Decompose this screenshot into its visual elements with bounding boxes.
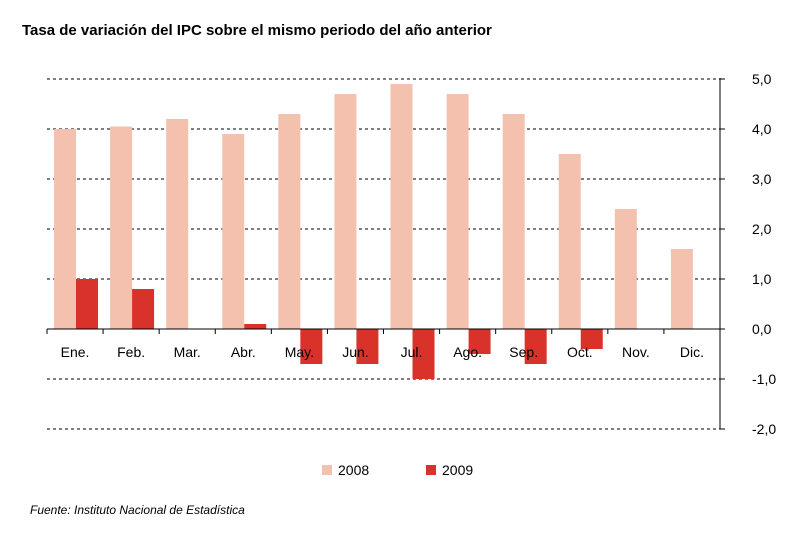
bar-2009 xyxy=(132,289,155,329)
bar-2008 xyxy=(222,134,245,329)
y-tick-label: 5,0 xyxy=(752,71,772,87)
y-tick-label: 4,0 xyxy=(752,121,772,137)
bar-2008 xyxy=(278,114,301,329)
bar-2009 xyxy=(468,329,491,354)
x-tick-label: Sep. xyxy=(509,344,538,360)
legend-item-2008: 2008 xyxy=(322,462,369,478)
y-tick-label: 3,0 xyxy=(752,171,772,187)
x-tick-label: Dic. xyxy=(680,344,704,360)
bar-2008 xyxy=(502,114,525,329)
x-tick-label: Feb. xyxy=(117,344,145,360)
bar-2009 xyxy=(356,329,379,364)
x-tick-label: Oct. xyxy=(567,344,593,360)
bar-2008 xyxy=(54,129,76,329)
y-tick-label: 0,0 xyxy=(752,321,772,337)
bar-2008 xyxy=(614,209,637,329)
legend-item-2009: 2009 xyxy=(426,462,473,478)
x-tick-label: Nov. xyxy=(622,344,650,360)
y-tick-label: -2,0 xyxy=(752,421,776,437)
x-tick-label: May. xyxy=(285,344,314,360)
source-note: Fuente: Instituto Nacional de Estadístic… xyxy=(30,503,245,517)
chart-title: Tasa de variación del IPC sobre el mismo… xyxy=(22,22,492,39)
bar-2009 xyxy=(580,329,603,349)
x-tick-label: Jul. xyxy=(401,344,423,360)
y-tick-label: -1,0 xyxy=(752,371,776,387)
legend-label-2008: 2008 xyxy=(338,462,370,478)
y-tick-label: 2,0 xyxy=(752,221,772,237)
bar-2009 xyxy=(524,329,547,364)
x-tick-label: Mar. xyxy=(174,344,201,360)
x-tick-label: Ago. xyxy=(453,344,482,360)
legend-swatch-2009 xyxy=(426,465,436,475)
bar-2009 xyxy=(244,324,267,329)
bar-2008 xyxy=(334,94,357,329)
bar-2008 xyxy=(390,84,413,329)
y-tick-label: 1,0 xyxy=(752,271,772,287)
x-tick-label: Ene. xyxy=(61,344,90,360)
bar-2008 xyxy=(670,249,693,329)
x-tick-label: Jun. xyxy=(342,344,368,360)
bar-2009 xyxy=(412,329,435,379)
legend-label-2009: 2009 xyxy=(442,462,474,478)
bar-2008 xyxy=(558,154,581,329)
bar-2009 xyxy=(76,279,98,329)
bar-2008 xyxy=(166,119,189,329)
x-tick-label: Abr. xyxy=(231,344,256,360)
bar-2008 xyxy=(446,94,469,329)
bar-2009 xyxy=(300,329,323,364)
legend-swatch-2008 xyxy=(322,465,332,475)
bar-2008 xyxy=(110,126,133,329)
